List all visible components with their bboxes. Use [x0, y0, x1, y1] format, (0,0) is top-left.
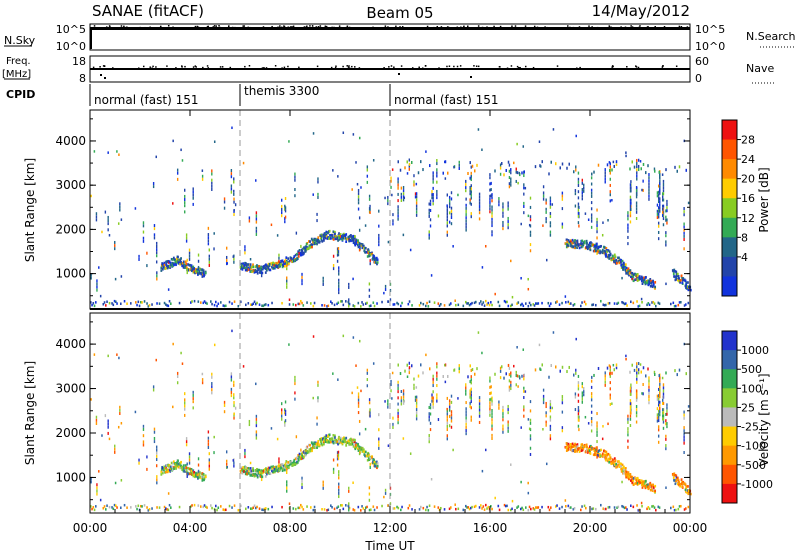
colorbar-swatch [722, 350, 737, 370]
velocity-colorbar: 1000 500 100 25 -25 -100 -500 -1000 [721, 330, 773, 504]
colorbar-tick-label: 16 [741, 192, 755, 205]
time-axis-label: Time UT [364, 539, 415, 553]
power-panel: 1000 2000 3000 4000 Slant Range [km] [23, 109, 692, 310]
nave-tick-top: 60 [695, 55, 709, 68]
xtick-label: 12:00 [373, 521, 408, 535]
colorbar-swatch [722, 120, 737, 141]
freq-panel: Freq. [MHz] 18 8 60 0 Nave [2, 55, 776, 85]
power-ytick-label: 4000 [55, 134, 86, 148]
colorbar-tick-label: -500 [741, 459, 766, 472]
cpid-label: CPID [6, 88, 35, 101]
nsky-panel: N.Sky 10^5 10^0 10^5 10^0 N.Search [4, 23, 796, 53]
cpid-segment-2: themis 3300 [244, 84, 319, 98]
colorbar-swatch [722, 369, 737, 389]
date-title: 14/May/2012 [592, 2, 690, 20]
nsky-trace [90, 27, 690, 30]
velocity-ytick-label: 2000 [55, 426, 86, 440]
velocity-panel: 1000 2000 3000 4000 Slant Range [km] 00:00 0… [23, 110, 707, 553]
colorbar-swatch [722, 198, 737, 219]
velocity-colorbar-label: Velocity [m s⁻¹] [757, 373, 771, 466]
xtick-label: 00:00 [673, 521, 708, 535]
colorbar-tick-label: 4 [741, 251, 748, 264]
colorbar-tick-label: -25 [741, 421, 759, 434]
power-ytick-label: 3000 [55, 178, 86, 192]
nsky-tick-bottom: 10^0 [56, 40, 86, 53]
nsky-start-marker [90, 30, 92, 49]
power-colorbar: 28 24 20 16 12 8 4 [721, 119, 755, 297]
colorbar-tick-label: 1000 [741, 344, 769, 357]
xtick-label: 08:00 [273, 521, 308, 535]
colorbar-swatch [722, 178, 737, 199]
colorbar-swatch [722, 276, 737, 297]
colorbar-tick-label: 25 [741, 401, 755, 414]
nsky-tick-top: 10^5 [56, 23, 86, 36]
colorbar-swatch [722, 464, 737, 485]
power-axes-frame [89, 109, 691, 310]
nsearch-tick-bottom: 10^0 [695, 40, 725, 53]
station-title: SANAE (fitACF) [92, 2, 204, 20]
colorbar-tick-label: 28 [741, 134, 755, 147]
colorbar-swatch [722, 483, 737, 504]
colorbar-tick-label: 8 [741, 231, 748, 244]
colorbar-swatch [722, 237, 737, 258]
nsearch-tick-top: 10^5 [695, 23, 725, 36]
power-colorbar-label: Power [dB] [757, 167, 771, 232]
colorbar-swatch [722, 426, 737, 447]
nave-label: Nave [746, 62, 774, 75]
colorbar-swatch [722, 139, 737, 160]
nsky-label: N.Sky [4, 34, 36, 47]
power-scatter-layer [90, 126, 692, 308]
freq-trace [90, 68, 690, 70]
xtick-label: 20:00 [573, 521, 608, 535]
velocity-ylabel: Slant Range [km] [23, 361, 37, 465]
colorbar-tick-label: -100 [741, 440, 766, 453]
colorbar-swatch [722, 159, 737, 180]
cpid-segment-1: normal (fast) 151 [94, 93, 198, 107]
colorbar-swatch [722, 331, 737, 351]
colorbar-swatch [722, 388, 737, 408]
colorbar-swatch [722, 217, 737, 238]
power-ylabel: Slant Range [km] [23, 158, 37, 262]
freq-tick-top: 18 [72, 55, 86, 68]
colorbar-tick-label: 24 [741, 153, 755, 166]
cpid-segment-3: normal (fast) 151 [394, 93, 498, 107]
power-ytick-label: 2000 [55, 222, 86, 236]
nave-tick-bottom: 0 [695, 72, 702, 85]
xtick-label: 16:00 [473, 521, 508, 535]
velocity-scatter-layer [90, 329, 692, 512]
velocity-ytick-label: 3000 [55, 382, 86, 396]
freq-label-bottom: [MHz] [2, 69, 31, 80]
colorbar-tick-label: 100 [741, 382, 762, 395]
cpid-row: CPID normal (fast) 151 themis 3300 norma… [6, 84, 498, 107]
colorbar-swatch [722, 445, 737, 466]
xtick-label: 00:00 [73, 521, 108, 535]
beam-title: Beam 05 [366, 4, 433, 22]
freq-tick-bottom: 8 [79, 72, 86, 85]
colorbar-tick-label: 500 [741, 363, 762, 376]
velocity-ytick-label: 1000 [55, 470, 86, 484]
nsearch-label: N.Search [746, 30, 796, 43]
colorbar-tick-label: -1000 [741, 478, 773, 491]
freq-label-top: Freq. [6, 56, 31, 67]
colorbar-tick-label: 20 [741, 173, 755, 186]
colorbar-swatch [722, 407, 737, 428]
velocity-ytick-label: 4000 [55, 337, 86, 351]
power-ytick-label: 1000 [55, 267, 86, 281]
colorbar-tick-label: 12 [741, 212, 755, 225]
xtick-label: 04:00 [173, 521, 208, 535]
colorbar-swatch [722, 256, 737, 277]
